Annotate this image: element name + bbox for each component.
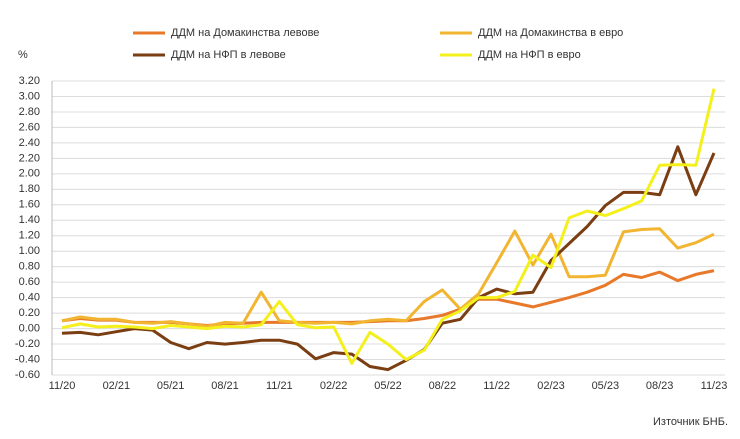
x-tick-label: 02/23 — [537, 380, 565, 392]
y-tick-label: 0.80 — [19, 261, 40, 273]
y-tick-label: 0.20 — [19, 307, 40, 319]
y-tick-label: 2.40 — [19, 137, 40, 149]
y-tick-label: -0.40 — [15, 353, 40, 365]
x-tick-label: 02/21 — [103, 380, 131, 392]
series-line — [61, 227, 715, 328]
y-tick-label: 2.20 — [19, 152, 40, 164]
x-tick-label: 08/23 — [646, 380, 674, 392]
y-tick-label: -0.60 — [15, 369, 40, 381]
source-note: Източник БНБ. — [653, 416, 728, 428]
y-tick-label: 0.40 — [19, 292, 40, 304]
x-tick-label: 05/22 — [374, 380, 402, 392]
legend-label: ДДМ на Домакинства левове — [171, 27, 319, 39]
x-tick-label: 11/23 — [701, 380, 728, 392]
y-tick-label: 3.00 — [19, 90, 40, 102]
y-tick-label: -0.20 — [15, 338, 40, 350]
y-tick-label: 2.60 — [19, 121, 40, 133]
x-tick-label: 11/22 — [483, 380, 510, 392]
x-tick-label: 11/20 — [49, 380, 76, 392]
legend-label: ДДМ на НФП в левове — [171, 49, 286, 61]
legend-label: ДДМ на НФП в евро — [478, 49, 581, 61]
series-line — [61, 88, 716, 365]
y-tick-label: 2.80 — [19, 106, 40, 118]
y-tick-label: 1.00 — [19, 245, 40, 257]
legend-label: ДДМ на Домакинства в евро — [478, 27, 623, 39]
x-tick-label: 08/21 — [211, 380, 239, 392]
y-tick-label: 1.20 — [19, 230, 40, 242]
x-tick-label: 05/23 — [592, 380, 620, 392]
y-tick-label: 2.00 — [19, 168, 40, 180]
y-tick-label: 0.60 — [19, 276, 40, 288]
y-tick-label: 3.20 — [19, 75, 40, 87]
x-tick-label: 02/22 — [320, 380, 348, 392]
x-tick-label: 11/21 — [266, 380, 293, 392]
y-tick-label: 1.60 — [19, 199, 40, 211]
series-line — [61, 145, 716, 372]
x-tick-label: 05/21 — [157, 380, 185, 392]
y-tick-label: 0.00 — [19, 322, 40, 334]
x-tick-label: 08/22 — [429, 380, 457, 392]
y-unit-label: % — [18, 49, 28, 61]
y-tick-label: 1.80 — [19, 183, 40, 195]
y-tick-label: 1.40 — [19, 214, 40, 226]
